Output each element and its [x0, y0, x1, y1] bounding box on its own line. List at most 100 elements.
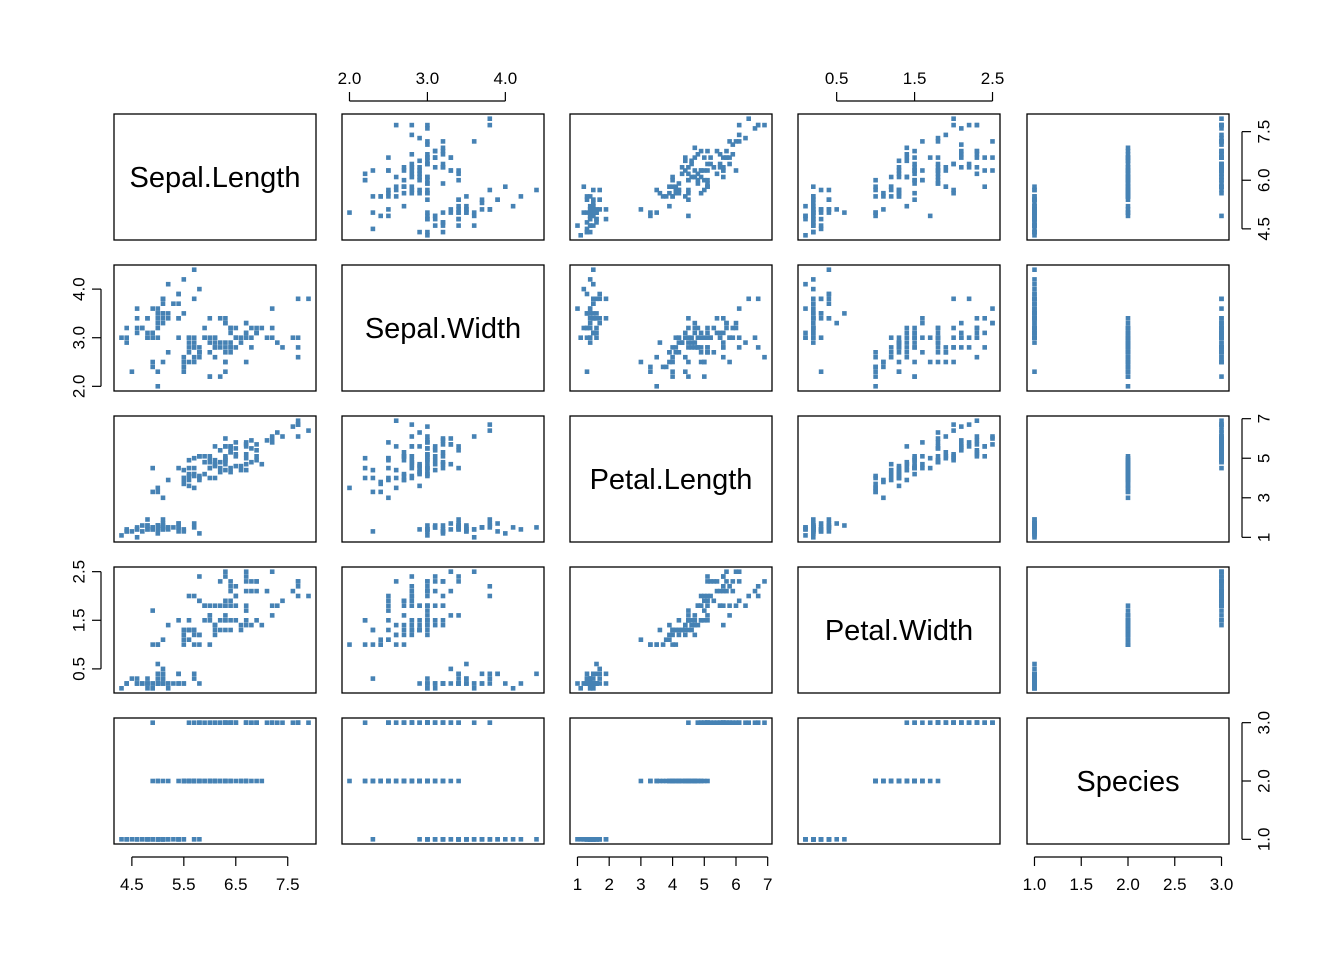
data-point — [197, 574, 202, 579]
panel-frame — [1026, 264, 1230, 392]
data-point — [951, 452, 956, 457]
data-point — [982, 316, 987, 321]
data-point — [721, 155, 726, 160]
data-point — [1032, 320, 1037, 326]
data-point — [689, 778, 694, 784]
data-point — [440, 603, 446, 608]
data-point — [1032, 197, 1037, 202]
data-point — [134, 535, 140, 540]
data-point — [217, 579, 223, 584]
data-point — [638, 207, 644, 212]
data-point — [150, 837, 155, 842]
data-point — [370, 467, 376, 473]
data-point — [670, 632, 675, 638]
data-point — [487, 517, 493, 522]
data-point — [663, 637, 669, 642]
data-point — [456, 465, 461, 471]
data-point — [1032, 213, 1037, 219]
data-point — [425, 533, 430, 538]
data-point — [1219, 325, 1224, 331]
data-point — [881, 495, 886, 501]
data-point — [1219, 438, 1224, 443]
data-point — [935, 171, 941, 177]
data-point — [743, 603, 748, 608]
data-point — [705, 720, 710, 725]
data-point — [881, 207, 886, 212]
data-point — [479, 207, 485, 212]
data-point — [935, 135, 941, 141]
data-point — [951, 325, 956, 331]
data-point — [584, 676, 590, 681]
data-point — [935, 181, 941, 186]
data-point — [181, 681, 187, 686]
data-point — [386, 168, 391, 173]
data-point — [440, 527, 446, 532]
data-point — [217, 340, 223, 345]
data-point — [727, 720, 732, 725]
data-point — [155, 311, 161, 316]
data-point — [888, 350, 894, 355]
data-point — [145, 517, 150, 522]
data-point — [1125, 340, 1131, 345]
data-point — [594, 311, 599, 316]
data-point — [692, 622, 698, 628]
data-point — [826, 291, 832, 297]
data-point — [683, 622, 688, 628]
data-point — [721, 316, 726, 321]
data-point — [1219, 165, 1224, 170]
data-point — [702, 778, 707, 784]
data-point — [673, 184, 679, 189]
data-point — [1219, 161, 1224, 167]
data-point — [456, 579, 461, 584]
data-point — [578, 335, 583, 340]
data-point — [417, 135, 422, 141]
data-point — [207, 613, 213, 618]
data-point — [591, 686, 596, 691]
data-point — [724, 569, 729, 574]
data-point — [966, 440, 972, 445]
data-point — [212, 778, 218, 784]
data-point — [896, 194, 902, 199]
data-point — [217, 459, 223, 465]
data-point — [393, 467, 399, 473]
data-point — [417, 778, 422, 784]
data-point — [698, 168, 704, 173]
data-point — [935, 168, 941, 173]
data-point — [464, 837, 469, 842]
data-point — [594, 296, 599, 302]
data-point — [228, 603, 233, 608]
data-point — [888, 354, 894, 360]
data-point — [290, 720, 296, 725]
data-point — [425, 588, 430, 594]
data-point — [826, 525, 832, 530]
data-point — [698, 350, 704, 355]
data-point — [1032, 686, 1037, 691]
data-point — [393, 632, 399, 638]
data-point — [456, 210, 461, 215]
data-point — [409, 593, 415, 599]
data-point — [746, 296, 751, 302]
data-point — [702, 593, 707, 599]
data-point — [275, 603, 280, 608]
data-point — [1219, 152, 1224, 157]
data-point — [692, 618, 698, 623]
data-point — [440, 161, 446, 167]
data-point — [676, 190, 682, 196]
data-point — [417, 603, 422, 608]
data-point — [160, 778, 166, 784]
data-point — [670, 354, 675, 360]
data-point — [269, 325, 275, 331]
data-point — [487, 720, 493, 725]
data-point — [432, 461, 438, 467]
panel-petal-length-vs-petal-width — [797, 415, 1001, 543]
data-point — [692, 778, 698, 784]
data-point — [295, 579, 301, 584]
data-point — [873, 184, 878, 189]
data-point — [259, 778, 265, 784]
data-point — [440, 438, 446, 443]
data-point — [711, 720, 717, 725]
data-point — [959, 444, 964, 449]
data-point — [409, 171, 415, 177]
data-point — [1125, 203, 1131, 209]
data-point — [228, 350, 233, 355]
